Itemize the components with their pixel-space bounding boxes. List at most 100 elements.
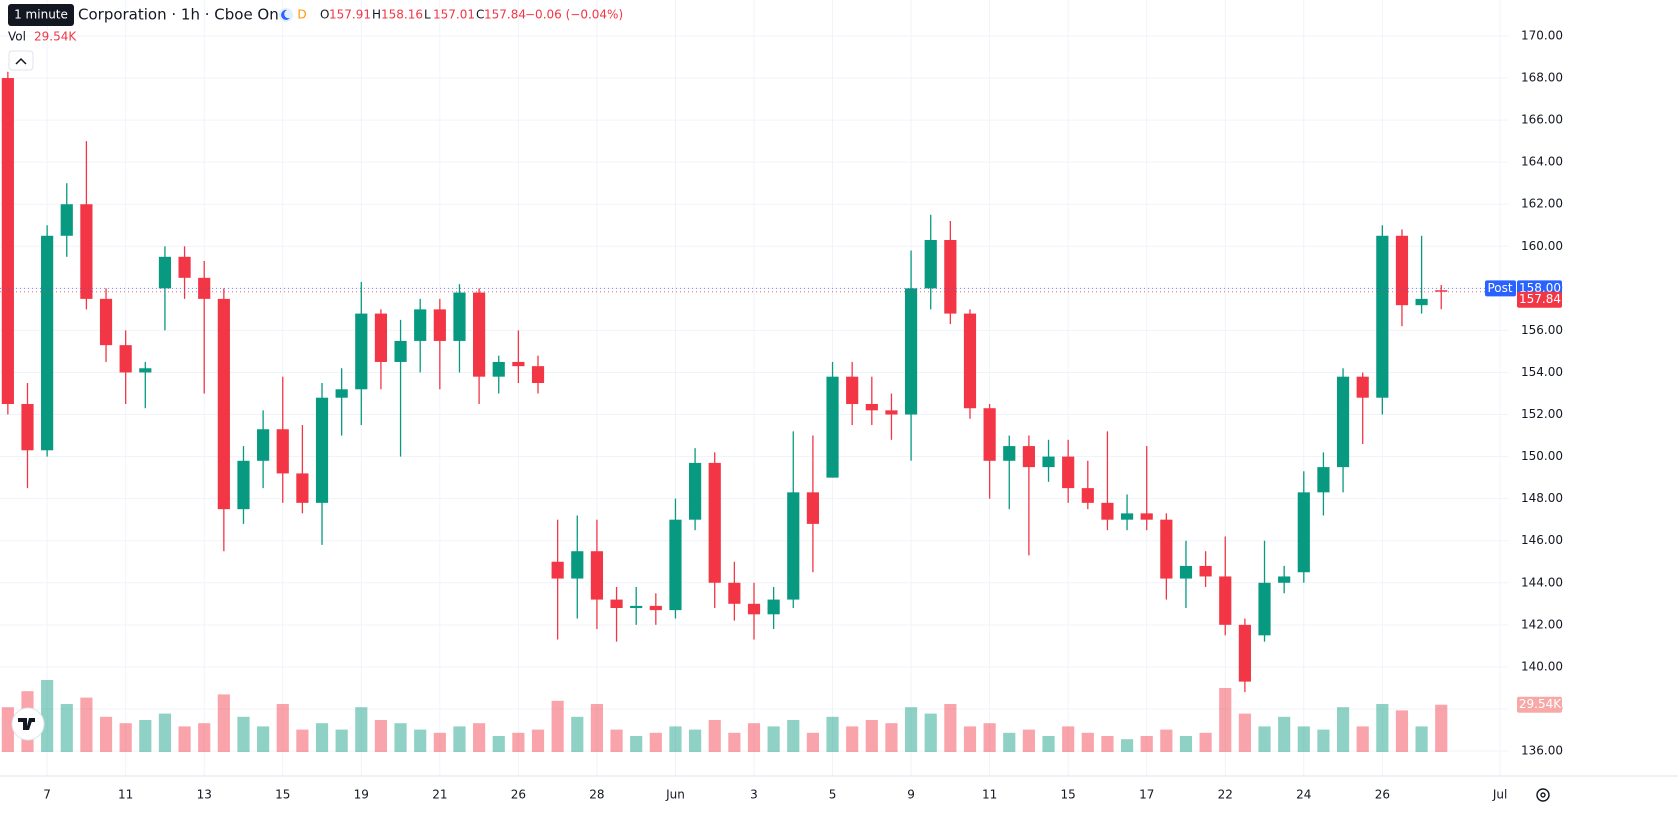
candle-body <box>1395 235 1409 306</box>
candle-body <box>512 361 525 367</box>
candle-body <box>590 551 604 600</box>
volume-tag: 29.54K <box>1519 697 1562 711</box>
volume-bar <box>983 723 996 752</box>
volume-bar <box>865 720 878 752</box>
y-tick-label: 164.00 <box>1521 155 1563 169</box>
candle-body <box>1179 565 1193 579</box>
ohlc-letter: L <box>424 8 431 22</box>
candle-body <box>1376 235 1389 398</box>
candle-body <box>1081 488 1094 503</box>
volume-bar <box>571 716 584 752</box>
volume-bar <box>1022 729 1035 752</box>
candle-body <box>767 599 780 615</box>
x-tick-label: 21 <box>432 788 447 802</box>
candle-body <box>433 309 446 341</box>
x-tick-label: 17 <box>1139 788 1154 802</box>
x-tick-label: 15 <box>275 788 290 802</box>
volume-bar <box>963 726 977 752</box>
post-tag-box <box>1485 280 1516 297</box>
candle-body <box>1022 446 1035 468</box>
moon-icon <box>281 9 290 20</box>
candle-body <box>374 313 388 362</box>
volume-bar <box>1160 729 1173 752</box>
volume-bar <box>276 704 289 752</box>
volume-bar <box>669 726 682 752</box>
y-tick-label: 154.00 <box>1521 365 1563 379</box>
candle-body <box>453 292 466 341</box>
volume-bar <box>315 723 329 752</box>
candle-body <box>531 366 545 383</box>
candle-body <box>414 309 427 341</box>
volume-bar <box>551 700 564 752</box>
collapse-button[interactable] <box>8 50 34 71</box>
candle-body <box>747 603 761 615</box>
volume-bar <box>885 723 898 752</box>
candle-body <box>924 239 937 289</box>
candle-body <box>492 361 505 377</box>
x-tick-label: Jun <box>665 788 685 802</box>
candle-body <box>1297 492 1310 573</box>
candle-body <box>787 492 800 600</box>
candle-body <box>983 408 996 461</box>
volume-bar <box>99 716 113 752</box>
candle-body <box>99 298 113 346</box>
ohlc-value: 157.91 <box>329 8 371 22</box>
volume-bar <box>1435 704 1448 752</box>
volume-bar <box>453 726 466 752</box>
x-tick-label: 22 <box>1218 788 1233 802</box>
volume-bar <box>512 732 525 752</box>
candle-body <box>394 340 407 362</box>
session-badge: D <box>297 8 306 22</box>
volume-bar <box>531 729 545 752</box>
candle-body <box>237 460 250 510</box>
candle-body <box>865 404 878 411</box>
candle-body <box>630 605 643 608</box>
post-price-tag: 158.00 <box>1519 281 1561 295</box>
volume-bar <box>1219 688 1232 752</box>
volume-bar <box>787 720 800 752</box>
settings-icon[interactable] <box>1536 788 1550 802</box>
last-price-tag: 157.84 <box>1519 292 1561 306</box>
candle-body <box>473 292 486 377</box>
y-tick-label: 156.00 <box>1521 323 1563 337</box>
candle-body <box>80 204 93 299</box>
last-price-box <box>1517 291 1562 308</box>
volume-bar <box>257 726 270 752</box>
candle-body <box>1219 576 1232 625</box>
candle-body <box>1336 376 1350 468</box>
collapse-icon <box>15 57 27 65</box>
x-tick-label: 26 <box>1375 788 1390 802</box>
volume-bar <box>1297 726 1310 752</box>
y-tick-label: 136.00 <box>1521 744 1563 758</box>
candle-body <box>649 605 662 611</box>
y-tick-label: 152.00 <box>1521 407 1563 421</box>
ohlc-letter: C <box>476 8 484 22</box>
settings-icon-core <box>1540 792 1546 798</box>
candle-body <box>41 235 54 451</box>
volume-bar <box>590 704 604 752</box>
volume-bar <box>473 723 486 752</box>
volume-bar <box>1081 732 1094 752</box>
candle-body <box>355 313 368 390</box>
volume-bar <box>178 726 191 752</box>
x-tick-label: 24 <box>1296 788 1311 802</box>
candle-body <box>944 239 957 314</box>
candle-body <box>1120 513 1134 520</box>
candle-body <box>1042 456 1055 468</box>
volume-bar <box>198 723 211 752</box>
volume-bar <box>119 723 132 752</box>
y-tick-label: 140.00 <box>1521 659 1563 673</box>
volume-bar <box>1395 710 1409 752</box>
candle-body <box>708 462 721 583</box>
volume-value: 29.54K <box>34 30 77 44</box>
volume-bar <box>374 720 388 752</box>
post-tag-label: Post <box>1487 281 1512 295</box>
volume-bar <box>924 713 937 752</box>
volume-bar <box>217 694 230 752</box>
volume-bar <box>1140 736 1153 752</box>
candle-body <box>139 368 152 373</box>
candle-body <box>689 462 702 520</box>
volume-bar <box>1376 704 1389 752</box>
volume-bar <box>433 732 446 752</box>
